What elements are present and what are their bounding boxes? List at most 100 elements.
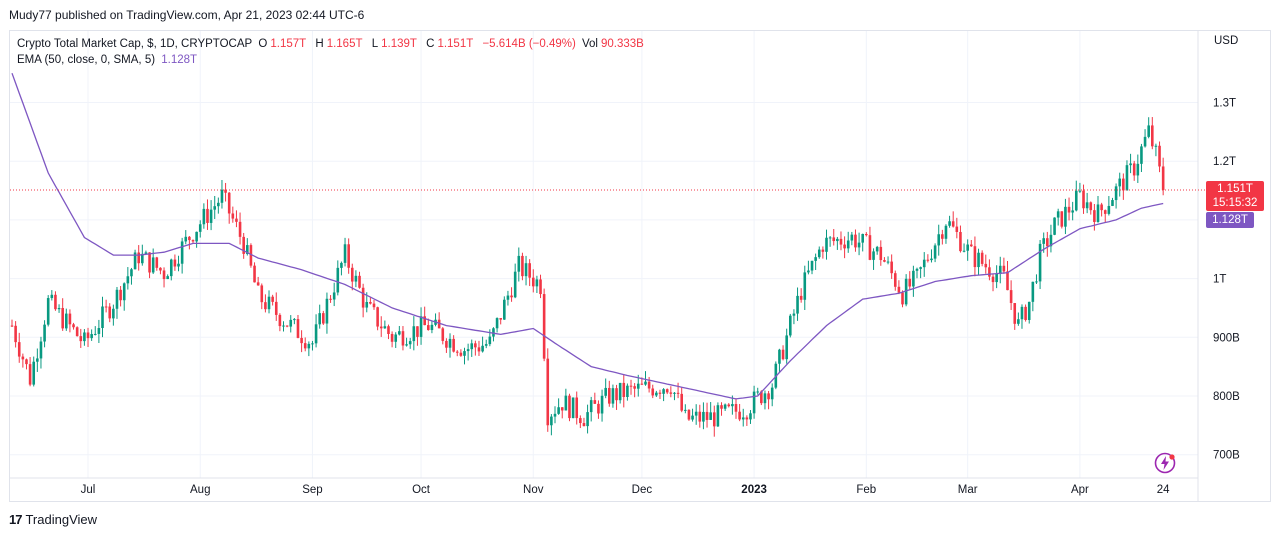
candle-body bbox=[405, 344, 408, 346]
candle-body bbox=[535, 279, 539, 287]
x-tick-label: Feb bbox=[856, 484, 876, 496]
candle-body bbox=[1132, 163, 1136, 176]
x-tick-label: Aug bbox=[190, 484, 210, 496]
candle-body bbox=[427, 325, 430, 331]
candle-body bbox=[1161, 166, 1165, 190]
candle-body bbox=[198, 224, 202, 232]
candle-body bbox=[329, 298, 332, 300]
candle-body bbox=[807, 270, 810, 273]
candle-body bbox=[1103, 210, 1107, 214]
candle-body bbox=[25, 359, 28, 365]
candle-body bbox=[282, 325, 285, 327]
candle-body bbox=[937, 234, 941, 246]
x-tick-label: Sep bbox=[302, 484, 322, 496]
publish-line: Mudy77 published on TradingView.com, Apr… bbox=[9, 8, 365, 22]
candle-body bbox=[589, 400, 593, 413]
candle-body bbox=[246, 245, 249, 254]
candle-body bbox=[629, 385, 633, 387]
candle-body bbox=[828, 237, 832, 239]
candle-body bbox=[144, 252, 148, 254]
lightning-icon[interactable] bbox=[1154, 452, 1176, 474]
currency-label[interactable]: USD bbox=[1214, 35, 1239, 47]
candle-body bbox=[908, 278, 912, 287]
candle-body bbox=[452, 338, 455, 352]
candle-body bbox=[1085, 202, 1089, 209]
symbol-label[interactable]: Crypto Total Market Cap, $, 1D, CRYPTOCA… bbox=[17, 38, 253, 50]
candle-body bbox=[738, 411, 741, 420]
candle-body bbox=[1074, 190, 1078, 211]
candle-body bbox=[756, 391, 760, 393]
candle-body bbox=[445, 340, 448, 348]
candle-body bbox=[680, 393, 683, 411]
volume-value: Vol 90.333B bbox=[582, 38, 644, 50]
candle-body bbox=[318, 313, 321, 325]
candle-body bbox=[662, 389, 665, 394]
candle-body bbox=[1035, 281, 1038, 283]
candle-body bbox=[390, 333, 394, 342]
candle-body bbox=[296, 319, 300, 338]
candle-body bbox=[104, 306, 108, 308]
candle-body bbox=[75, 327, 79, 337]
candle-body bbox=[1064, 206, 1067, 227]
candle-body bbox=[249, 245, 253, 266]
candle-body bbox=[488, 336, 492, 345]
candle-body bbox=[684, 409, 687, 411]
bar-countdown: 15:15:32 bbox=[1212, 197, 1258, 209]
candle-body bbox=[568, 395, 571, 419]
candle-body bbox=[130, 269, 133, 277]
candle-body bbox=[177, 263, 180, 267]
candle-body bbox=[242, 236, 245, 254]
ema-label[interactable]: EMA (50, close, 0, SMA, 5) bbox=[17, 54, 156, 66]
candle-body bbox=[387, 326, 390, 334]
change-value: −5.614B (−0.49%) bbox=[482, 38, 576, 50]
candle-body bbox=[155, 257, 159, 268]
candle-body bbox=[709, 412, 712, 420]
candle-body bbox=[1089, 202, 1093, 211]
candle-body bbox=[633, 386, 636, 389]
candle-body bbox=[423, 316, 426, 326]
candle-body bbox=[235, 218, 238, 222]
candle-body bbox=[973, 246, 977, 268]
candle-body bbox=[575, 397, 579, 419]
chart-legend: Crypto Total Market Cap, $, 1D, CRYPTOCA… bbox=[17, 36, 650, 68]
candle-body bbox=[839, 238, 843, 245]
candle-body bbox=[803, 272, 807, 300]
candle-body bbox=[36, 358, 39, 362]
candle-body bbox=[1078, 190, 1082, 192]
last-price-badge: 1.151T 15:15:32 bbox=[1206, 181, 1264, 211]
candle-body bbox=[720, 405, 723, 409]
candle-body bbox=[264, 302, 267, 310]
candle-body bbox=[698, 411, 702, 422]
candle-body bbox=[557, 407, 560, 414]
candle-body bbox=[481, 345, 484, 352]
candle-body bbox=[506, 295, 510, 300]
candle-body bbox=[119, 289, 122, 301]
candle-body bbox=[542, 294, 546, 359]
candle-body bbox=[872, 251, 875, 260]
brand[interactable]: 17 TradingView bbox=[9, 512, 97, 527]
candle-body bbox=[217, 202, 220, 207]
candle-body bbox=[253, 265, 256, 283]
candle-body bbox=[79, 336, 83, 342]
candle-body bbox=[477, 347, 481, 352]
x-tick-label: 2023 bbox=[741, 484, 767, 496]
candle-body bbox=[32, 361, 36, 385]
candle-body bbox=[875, 246, 879, 252]
candle-body bbox=[1122, 178, 1125, 191]
candle-body bbox=[694, 411, 698, 416]
candle-body bbox=[499, 318, 502, 320]
candle-body bbox=[238, 221, 242, 237]
candle-body bbox=[54, 294, 57, 310]
candle-body bbox=[169, 259, 173, 277]
candle-body bbox=[1147, 125, 1150, 137]
candle-body bbox=[437, 319, 441, 329]
candle-body bbox=[101, 306, 104, 329]
candle-body bbox=[1042, 238, 1045, 244]
candle-body bbox=[571, 397, 575, 419]
y-tick-label: 1.3T bbox=[1213, 98, 1236, 110]
candle-body bbox=[492, 328, 495, 337]
candle-body bbox=[655, 392, 658, 396]
x-tick-label: Jul bbox=[81, 484, 96, 496]
candle-body bbox=[394, 334, 398, 342]
